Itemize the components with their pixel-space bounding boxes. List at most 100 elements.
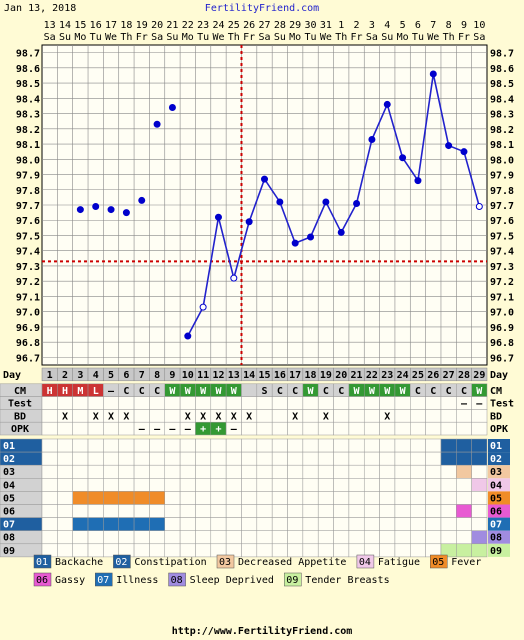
test-cell bbox=[41, 396, 58, 410]
symptom-cell bbox=[394, 517, 411, 531]
symptom-code-cell-right bbox=[488, 517, 510, 531]
site-title[interactable]: FertilityFriend.com bbox=[205, 3, 319, 14]
symptom-cell bbox=[471, 491, 488, 505]
bd-cell bbox=[271, 409, 288, 423]
symptom-cell bbox=[118, 504, 135, 518]
test-value: – bbox=[476, 399, 483, 410]
symptom-cell bbox=[118, 451, 135, 466]
test-cell bbox=[179, 396, 196, 410]
bd-cell bbox=[348, 409, 365, 423]
bd-value: X bbox=[246, 411, 252, 422]
weekday-label: Sa bbox=[473, 32, 485, 43]
symptom-cell bbox=[410, 491, 426, 505]
symptom-cell bbox=[41, 478, 58, 492]
symptom-cell bbox=[195, 530, 212, 545]
symptom-cell bbox=[57, 464, 73, 479]
cm-value: C bbox=[461, 386, 467, 397]
opk-cell bbox=[456, 421, 472, 436]
symptom-cell bbox=[333, 517, 350, 531]
legend-swatch bbox=[168, 572, 186, 587]
symptom-cell bbox=[287, 517, 304, 531]
symptom-cell bbox=[256, 543, 273, 558]
symptom-code-cell-right bbox=[488, 530, 510, 544]
symptom-cell bbox=[333, 451, 350, 466]
opk-value: – bbox=[169, 424, 176, 435]
symptom-code-right: 07 bbox=[490, 520, 502, 531]
symptom-cell bbox=[225, 464, 242, 479]
cm-value: W bbox=[308, 386, 315, 397]
symptom-cell bbox=[225, 517, 242, 531]
symptom-code-left: 04 bbox=[3, 480, 15, 491]
symptom-cell bbox=[440, 451, 457, 466]
cycle-day-label: 17 bbox=[289, 370, 301, 381]
symptom-cell bbox=[149, 504, 166, 518]
bd-cell bbox=[256, 409, 273, 423]
symptom-cell bbox=[225, 451, 242, 466]
symptom-cell bbox=[210, 438, 227, 453]
symptom-cell bbox=[440, 438, 457, 453]
symptom-cell bbox=[410, 530, 426, 545]
symptom-cell bbox=[363, 478, 380, 492]
symptom-cell bbox=[164, 530, 181, 545]
symptom-cell bbox=[72, 491, 89, 505]
cycle-day-label: 20 bbox=[335, 370, 347, 381]
symptom-cell bbox=[57, 504, 73, 518]
symptom-cell bbox=[471, 504, 488, 518]
test-cell bbox=[72, 396, 89, 410]
y-tick-right: 98.5 bbox=[490, 79, 514, 90]
y-tick-right: 97.0 bbox=[490, 308, 514, 319]
symptom-cell bbox=[440, 491, 457, 505]
symptom-cell bbox=[87, 464, 104, 479]
temp-point bbox=[230, 274, 238, 282]
cycle-day-label: 16 bbox=[274, 370, 286, 381]
symptom-cell bbox=[302, 530, 319, 545]
symptom-cell bbox=[440, 504, 457, 518]
y-tick-left: 98.7 bbox=[16, 49, 40, 60]
symptom-cell bbox=[348, 438, 365, 453]
symptom-cell bbox=[179, 543, 196, 558]
symptom-code-right: 01 bbox=[490, 441, 502, 452]
symptom-code-right: 08 bbox=[490, 533, 502, 544]
date-label: 5 bbox=[400, 20, 406, 31]
symptom-cell bbox=[195, 451, 212, 466]
cycle-day-label: 15 bbox=[258, 370, 270, 381]
symptom-cell bbox=[41, 464, 58, 479]
footer-url[interactable]: http://www.FertilityFriend.com bbox=[172, 625, 353, 637]
y-tick-right: 96.8 bbox=[490, 338, 514, 349]
symptom-cell bbox=[241, 543, 258, 558]
date-label: 18 bbox=[120, 20, 132, 31]
symptom-cell bbox=[317, 543, 334, 558]
weekday-label: Tu bbox=[197, 32, 209, 43]
cycle-day-label: 7 bbox=[139, 370, 145, 381]
cycle-day-label: 1 bbox=[47, 370, 53, 381]
symptom-cell bbox=[118, 517, 135, 531]
test-cell bbox=[164, 396, 181, 410]
symptom-cell bbox=[179, 438, 196, 453]
symptom-cell bbox=[41, 491, 58, 505]
bd-value: X bbox=[108, 411, 114, 422]
symptom-cell bbox=[302, 491, 319, 505]
cm-value: C bbox=[139, 386, 145, 397]
symptom-cell bbox=[271, 517, 288, 531]
symptom-code-left: 08 bbox=[3, 533, 15, 544]
symptom-cell bbox=[471, 438, 488, 453]
cm-value: – bbox=[108, 386, 115, 397]
opk-cell bbox=[363, 421, 380, 436]
y-tick-left: 97.0 bbox=[16, 308, 40, 319]
symptom-cell bbox=[57, 543, 73, 558]
symptom-cell bbox=[287, 491, 304, 505]
symptom-cell bbox=[287, 478, 304, 492]
y-tick-right: 97.9 bbox=[490, 171, 514, 182]
temp-point bbox=[414, 177, 422, 185]
symptom-cell bbox=[195, 464, 212, 479]
symptom-cell bbox=[225, 530, 242, 545]
symptom-cell bbox=[456, 517, 472, 531]
symptom-cell bbox=[103, 478, 119, 492]
symptom-cell bbox=[348, 478, 365, 492]
symptom-cell bbox=[456, 491, 472, 505]
symptom-cell bbox=[363, 517, 380, 531]
cycle-day-label: 26 bbox=[427, 370, 439, 381]
opk-value: – bbox=[154, 424, 161, 435]
symptom-cell bbox=[471, 464, 488, 479]
